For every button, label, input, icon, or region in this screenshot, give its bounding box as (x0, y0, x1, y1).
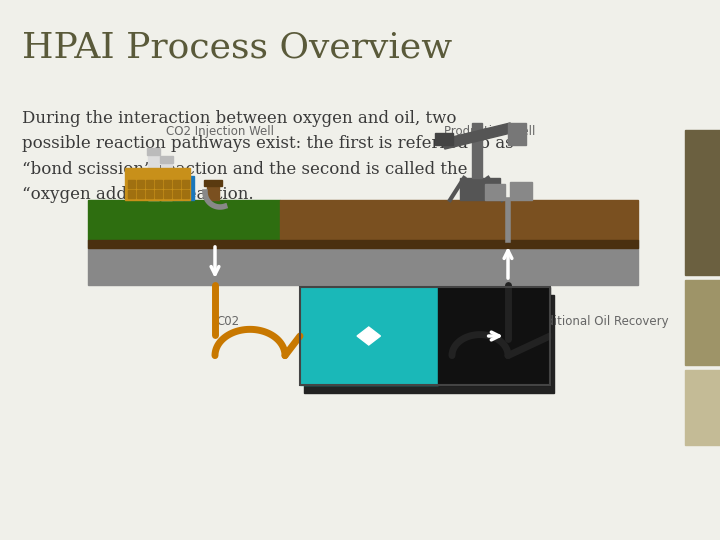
Polygon shape (440, 123, 515, 149)
Bar (128, 190, 135, 198)
Bar (485, 184, 505, 200)
Bar (280, 200, 638, 240)
Bar (435, 133, 453, 145)
Bar (508, 123, 526, 145)
Bar (160, 156, 173, 163)
Bar (147, 148, 160, 155)
Bar (128, 180, 135, 188)
Bar (685, 130, 720, 275)
Bar (173, 190, 180, 198)
Bar (438, 287, 550, 385)
Bar (460, 178, 500, 200)
Bar (146, 180, 153, 188)
Bar (184, 176, 194, 200)
Bar (685, 370, 720, 445)
Bar (300, 287, 438, 385)
Bar (173, 180, 180, 188)
Bar (304, 295, 554, 393)
Text: During the interaction between oxygen and oil, two
possible reaction pathways ex: During the interaction between oxygen an… (22, 110, 513, 204)
Bar (204, 180, 222, 186)
Bar (88, 240, 638, 285)
Text: Production Well: Production Well (444, 125, 536, 138)
Bar (146, 190, 153, 198)
Bar (88, 240, 638, 248)
Text: Additional Oil Recovery: Additional Oil Recovery (531, 315, 669, 328)
Polygon shape (357, 327, 380, 345)
Bar (173, 170, 183, 200)
Bar (164, 190, 171, 198)
Bar (137, 190, 144, 198)
Text: CO2 Injection Well: CO2 Injection Well (166, 125, 274, 138)
Bar (155, 190, 162, 198)
Bar (510, 182, 532, 200)
Bar (182, 190, 189, 198)
Bar (148, 150, 159, 200)
Bar (685, 280, 720, 365)
Bar (125, 168, 190, 200)
Text: HPAI Process Overview: HPAI Process Overview (22, 30, 452, 64)
Text: C02: C02 (217, 315, 240, 328)
Bar (182, 180, 189, 188)
Bar (137, 180, 144, 188)
Bar (88, 200, 280, 240)
Bar (300, 287, 550, 385)
Bar (164, 180, 171, 188)
Bar (161, 158, 172, 200)
Bar (472, 123, 482, 178)
Bar (155, 180, 162, 188)
Bar (207, 182, 219, 200)
